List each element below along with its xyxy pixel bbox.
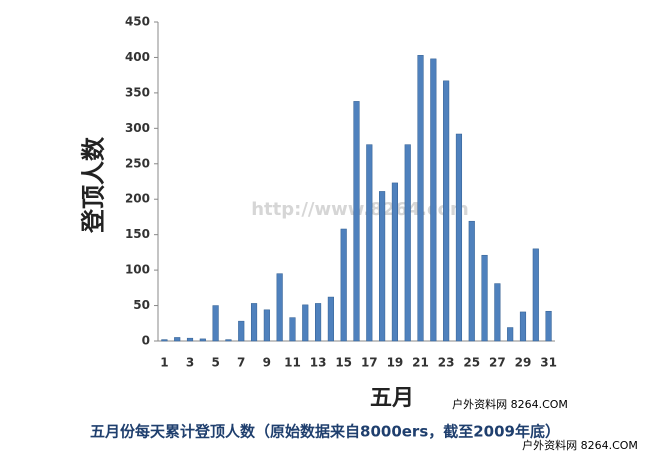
y-tick-label: 400 — [125, 50, 150, 64]
watermark: 户外资料网 8264.COM — [452, 397, 568, 411]
bar — [225, 339, 232, 342]
bar — [404, 144, 411, 342]
x-tick-label: 1 — [160, 356, 168, 370]
x-tick-label: 23 — [438, 356, 455, 370]
bar — [417, 55, 424, 342]
x-tick-label: 17 — [361, 356, 378, 370]
bar — [199, 338, 206, 342]
bar — [353, 101, 360, 342]
bar — [545, 310, 552, 342]
watermark: 户外资料网 8264.COM — [522, 438, 638, 452]
bar — [174, 337, 181, 342]
x-tick-label: 3 — [186, 356, 194, 370]
bar — [263, 309, 270, 342]
bar — [481, 254, 488, 342]
x-tick-label: 11 — [284, 356, 301, 370]
x-axis-label: 五月 — [370, 385, 414, 411]
watermark: http://www.8264.com — [251, 199, 469, 220]
y-tick-label: 450 — [125, 15, 150, 29]
x-tick-label: 19 — [387, 356, 404, 370]
bar — [391, 182, 398, 342]
x-tick-label: 21 — [412, 356, 429, 370]
y-tick-label: 150 — [125, 227, 150, 241]
x-tick-label: 13 — [310, 356, 327, 370]
bar — [455, 133, 463, 342]
y-tick-label: 50 — [133, 298, 150, 312]
bar — [379, 191, 386, 342]
bar — [238, 320, 245, 342]
x-tick-label: 7 — [237, 356, 245, 370]
x-tick-label: 5 — [211, 356, 219, 370]
bar — [161, 339, 168, 342]
bar — [443, 80, 450, 342]
y-tick-label: 0 — [142, 334, 150, 348]
bar — [507, 327, 514, 342]
y-axis-label: 登顶人数 — [79, 136, 108, 234]
y-tick-label: 350 — [125, 85, 150, 99]
y-tick-label: 250 — [125, 156, 150, 170]
bar — [532, 248, 539, 342]
y-tick-label: 300 — [125, 121, 150, 135]
bar — [276, 273, 283, 342]
bar — [430, 58, 437, 342]
bar — [519, 311, 527, 342]
y-tick-label: 200 — [125, 192, 150, 206]
bar — [250, 303, 258, 342]
x-tick-label: 9 — [263, 356, 271, 370]
bar — [366, 144, 373, 342]
bar — [468, 220, 475, 342]
bar — [315, 303, 322, 342]
chart-title: 五月份每天累计登顶人数（原始数据来自8000ers，截至2009年底） — [90, 423, 560, 441]
bar — [340, 228, 347, 342]
bar — [212, 305, 219, 342]
bar — [327, 296, 334, 342]
x-tick-label: 27 — [489, 356, 506, 370]
bar — [186, 337, 194, 342]
x-tick-label: 29 — [515, 356, 532, 370]
x-tick-label: 25 — [463, 356, 480, 370]
bar — [494, 283, 501, 342]
y-tick-label: 100 — [125, 263, 150, 277]
x-tick-label: 15 — [335, 356, 352, 370]
x-tick-label: 31 — [540, 356, 557, 370]
bar — [302, 304, 309, 342]
bar — [289, 317, 296, 342]
